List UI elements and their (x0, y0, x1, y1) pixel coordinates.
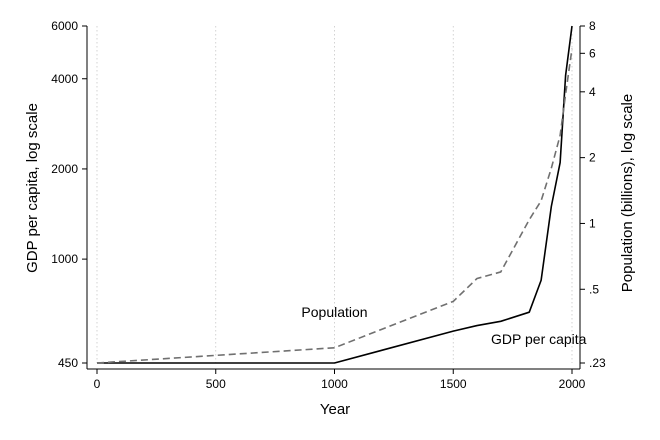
annotations: Population GDP per capita (301, 304, 586, 347)
x-tick-label: 1000 (321, 377, 348, 391)
left-y-tick-label: 4000 (51, 72, 78, 86)
right-y-tick-label: .5 (589, 282, 599, 296)
axes (86, 26, 581, 370)
right-y-tick-label: .23 (589, 356, 606, 370)
right-y-tick-label: 1 (589, 216, 596, 230)
left-y-tick-label: 450 (58, 356, 78, 370)
left-y-tick-label: 1000 (51, 252, 78, 266)
gdp-per-capita-line (97, 25, 573, 364)
left-y-tick-label: 2000 (51, 162, 78, 176)
left-y-tick-label: 6000 (51, 19, 78, 33)
right-y-tick-label: 8 (589, 19, 596, 33)
left-y-axis-title: GDP per capita, log scale (24, 103, 41, 273)
x-ticks: 0 500 1000 1500 2000 (94, 369, 586, 391)
right-y-tick-label: 2 (589, 151, 596, 165)
series-lines (96, 25, 573, 364)
gdp-per-capita-annotation: GDP per capita (491, 331, 587, 347)
population-annotation: Population (301, 304, 367, 320)
x-axis-title: Year (320, 401, 350, 418)
right-y-tick-label: 4 (589, 85, 596, 99)
right-y-tick-label: 6 (589, 46, 596, 60)
left-y-ticks: 450 1000 2000 4000 6000 (51, 19, 87, 370)
grid-lines (96, 26, 573, 363)
right-y-axis-title: Population (billions), log scale (619, 94, 636, 292)
x-tick-label: 0 (94, 377, 101, 391)
population-line (96, 48, 573, 364)
x-tick-label: 500 (206, 377, 226, 391)
x-tick-label: 1500 (440, 377, 467, 391)
x-tick-label: 2000 (559, 377, 586, 391)
right-y-ticks: .23 .5 1 2 4 6 8 (580, 19, 606, 370)
